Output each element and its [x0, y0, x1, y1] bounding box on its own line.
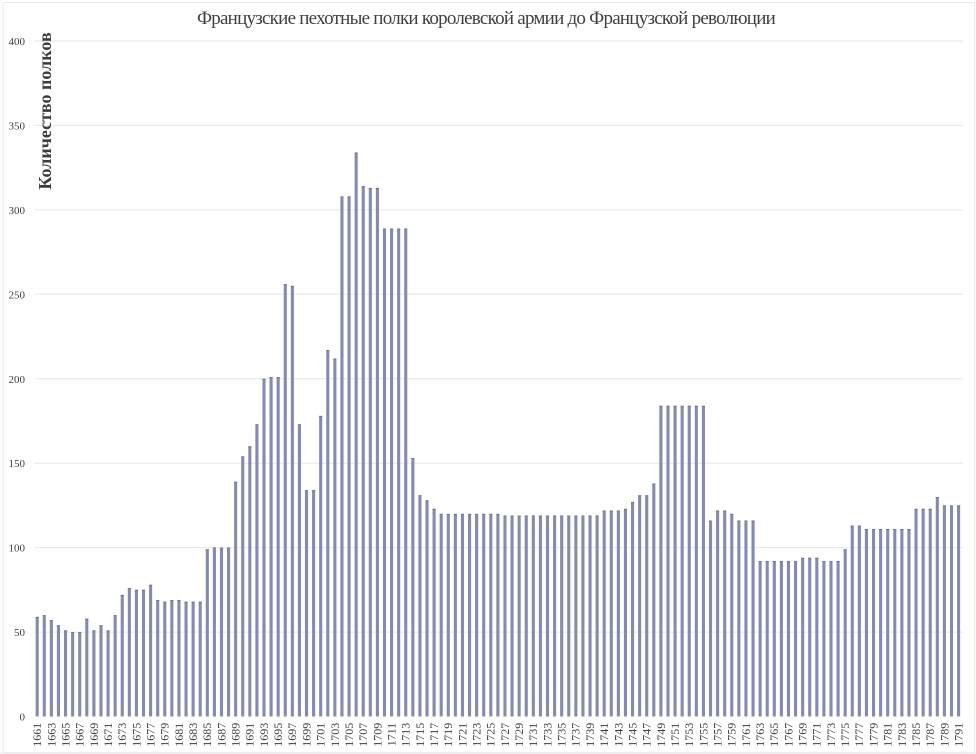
svg-text:1783: 1783 [895, 723, 909, 747]
svg-text:1675: 1675 [129, 723, 143, 747]
svg-text:0: 0 [20, 712, 26, 724]
svg-text:1689: 1689 [229, 723, 243, 747]
svg-text:1661: 1661 [30, 723, 44, 747]
svg-text:1711: 1711 [384, 723, 398, 747]
svg-text:1743: 1743 [611, 723, 625, 747]
svg-text:1725: 1725 [484, 723, 498, 747]
svg-text:1775: 1775 [838, 723, 852, 747]
svg-text:1745: 1745 [625, 723, 639, 747]
svg-text:1763: 1763 [753, 723, 767, 747]
svg-text:1693: 1693 [257, 723, 271, 747]
svg-text:1685: 1685 [200, 723, 214, 747]
svg-text:1767: 1767 [781, 723, 795, 747]
svg-text:1751: 1751 [668, 723, 682, 747]
svg-text:1753: 1753 [682, 723, 696, 747]
svg-text:1715: 1715 [413, 723, 427, 747]
svg-text:1687: 1687 [214, 723, 228, 747]
svg-text:1759: 1759 [725, 723, 739, 747]
svg-text:1667: 1667 [73, 723, 87, 747]
svg-text:1755: 1755 [696, 723, 710, 747]
svg-text:350: 350 [9, 120, 26, 132]
svg-text:1707: 1707 [356, 723, 370, 747]
svg-text:1757: 1757 [711, 723, 725, 747]
svg-text:1677: 1677 [144, 723, 158, 747]
svg-text:1791: 1791 [951, 723, 965, 747]
svg-text:1773: 1773 [824, 723, 838, 747]
svg-text:1699: 1699 [299, 723, 313, 747]
svg-text:1721: 1721 [455, 723, 469, 747]
svg-text:1737: 1737 [569, 723, 583, 747]
svg-text:250: 250 [9, 289, 26, 301]
svg-text:1717: 1717 [427, 723, 441, 747]
svg-text:1691: 1691 [243, 723, 257, 747]
svg-text:1703: 1703 [328, 723, 342, 747]
svg-text:1665: 1665 [58, 723, 72, 747]
svg-text:1705: 1705 [342, 723, 356, 747]
svg-text:1749: 1749 [654, 723, 668, 747]
svg-text:Французские пехотные полки кор: Французские пехотные полки королевской а… [197, 8, 776, 29]
svg-text:1729: 1729 [512, 723, 526, 747]
svg-text:1739: 1739 [583, 723, 597, 747]
svg-text:100: 100 [9, 543, 26, 555]
svg-text:1779: 1779 [866, 723, 880, 747]
svg-text:1681: 1681 [172, 723, 186, 747]
svg-text:1713: 1713 [399, 723, 413, 747]
svg-text:1769: 1769 [796, 723, 810, 747]
svg-text:1781: 1781 [881, 723, 895, 747]
svg-text:1671: 1671 [101, 723, 115, 747]
svg-text:1683: 1683 [186, 723, 200, 747]
svg-text:1741: 1741 [597, 723, 611, 747]
svg-text:1673: 1673 [115, 723, 129, 747]
svg-text:1697: 1697 [285, 723, 299, 747]
svg-text:300: 300 [9, 205, 26, 217]
svg-text:150: 150 [9, 458, 26, 470]
svg-text:1785: 1785 [909, 723, 923, 747]
svg-text:1777: 1777 [852, 723, 866, 747]
svg-text:1789: 1789 [937, 723, 951, 747]
svg-text:1669: 1669 [87, 723, 101, 747]
svg-text:1765: 1765 [767, 723, 781, 747]
svg-text:1719: 1719 [441, 723, 455, 747]
svg-text:1679: 1679 [158, 723, 172, 747]
svg-text:400: 400 [9, 36, 26, 48]
svg-text:1733: 1733 [540, 723, 554, 747]
svg-text:1663: 1663 [44, 723, 58, 747]
svg-text:50: 50 [14, 627, 26, 639]
svg-text:1731: 1731 [526, 723, 540, 747]
svg-text:1709: 1709 [370, 723, 384, 747]
svg-text:1723: 1723 [470, 723, 484, 747]
svg-text:1727: 1727 [498, 723, 512, 747]
svg-text:1701: 1701 [314, 723, 328, 747]
svg-text:1771: 1771 [810, 723, 824, 747]
svg-text:1787: 1787 [923, 723, 937, 747]
svg-text:1747: 1747 [640, 723, 654, 747]
svg-text:1735: 1735 [555, 723, 569, 747]
svg-text:1695: 1695 [271, 723, 285, 747]
svg-text:1761: 1761 [739, 723, 753, 747]
svg-text:200: 200 [9, 374, 26, 386]
svg-text:Количество полков: Количество полков [35, 32, 55, 190]
